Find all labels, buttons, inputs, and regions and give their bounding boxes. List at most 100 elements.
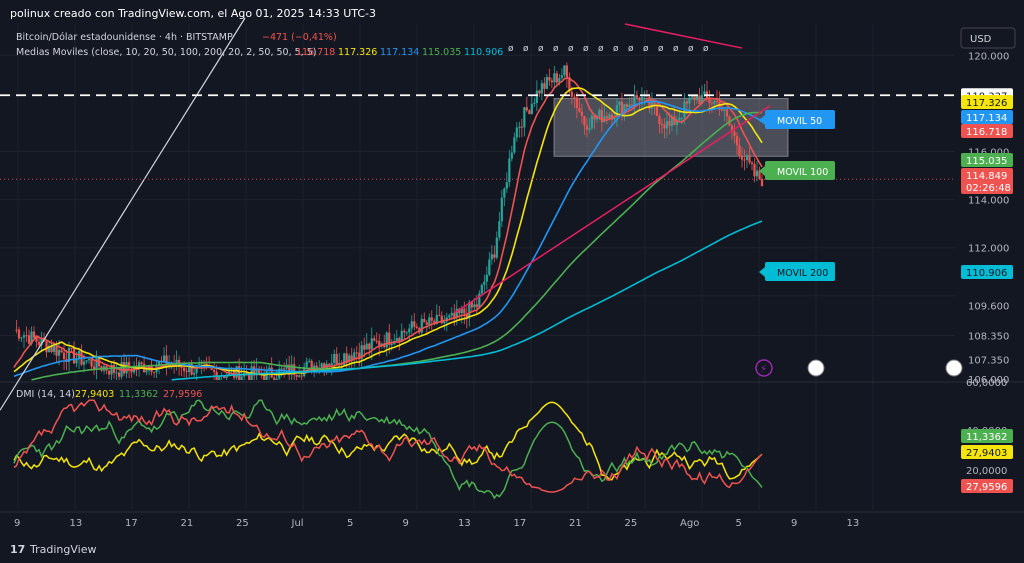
candle-body [95,356,98,370]
dmi-panel: 40,000020,000060,000027,940311,336227,95… [13,378,1013,500]
candle-body [27,335,31,344]
candle-body [22,335,26,338]
dmi-value-label: 11,3362 [966,432,1007,443]
candle-body [680,117,684,119]
price-change: −471 (−0,41%) [262,32,337,43]
annotation-label: MOVIL 100 [777,167,828,178]
candle-body [488,259,491,275]
ma-price-label-bg [961,110,1013,124]
candle-body [308,360,311,362]
symbol-line[interactable]: Bitcoin/Dólar estadounidense · 4h · BITS… [16,32,233,43]
candle-body [525,107,528,111]
candle-body [753,163,756,177]
candle-body [145,370,148,373]
candle-body [435,314,438,324]
candle-body [345,353,348,362]
currency-button[interactable] [960,27,1016,49]
ma-price-label: 116.718 [966,127,1007,138]
candle-body [385,332,388,348]
candle-body [553,73,556,83]
dmi-tick: 20,0000 [966,466,1007,477]
candle-body [305,361,308,367]
candle-body [625,104,629,108]
candle-body [283,368,286,370]
candle-body [298,375,301,377]
candle-body [30,331,33,344]
candle-body [638,97,641,101]
candle-body [425,322,428,325]
ma-line-20 [13,87,763,376]
candle-body [450,312,453,316]
candle-body [675,120,679,125]
us-flag-event-icon-2[interactable] [945,359,963,377]
candle-body [743,159,746,161]
trendline-pink-down [624,23,743,49]
candle-body [545,77,548,89]
candle-body [468,301,471,319]
candle-body [20,337,23,339]
dmi-value-bg [961,479,1013,493]
candle-body [440,315,443,324]
marker-symbol: ø [523,44,529,54]
candle-body [475,304,478,308]
candle-body [117,372,121,377]
candle-body [15,329,18,331]
candle-body [655,106,659,116]
ma-price-label-bg [961,153,1013,167]
ma-value-label: 117.134 [380,47,419,58]
candle-body [478,293,481,308]
candle-body [225,375,228,379]
candle-body [198,363,201,365]
candle-body [473,304,476,308]
trendline-pink-up [454,105,771,314]
candle-body [538,90,541,94]
candle-body [40,337,43,346]
dmi-label[interactable]: DMI (14, 14) [16,389,75,400]
time-tick: 13 [458,518,471,529]
candle-body [640,96,644,101]
candle-body [740,156,744,160]
ma-value-label: 110.906 [464,47,503,58]
candle-body [213,369,216,372]
candle-body [535,90,538,103]
marker-symbol: ø [568,44,574,54]
lightning-icon: ⚡ [760,364,767,375]
candle-body [248,375,251,380]
currency-button-label: USD [970,34,992,45]
candle-body [573,96,576,98]
candle-body [648,96,651,109]
candle-body [690,95,694,98]
candle-body [730,125,734,132]
flash-event-icon[interactable] [755,359,773,377]
candle-body [328,363,331,366]
candle-body [610,114,613,120]
dmi-line-2 [13,399,763,493]
candle-body [533,102,536,104]
candle-body [760,178,764,187]
candle-body [415,326,418,328]
annotation-label: MOVIL 50 [777,116,822,127]
candle-body [338,362,341,365]
candle-body [62,352,66,359]
candle-body [52,345,56,352]
ma-indicator-label[interactable]: Medias Moviles (close, 10, 20, 50, 100, … [16,47,316,58]
marker-symbol: ø [553,44,559,54]
us-flag-event-icon[interactable] [807,359,825,377]
candle-body [748,155,751,163]
moving-averages [13,77,763,381]
candle-body [670,116,674,126]
candle-body [708,97,711,104]
candle-body [295,374,298,377]
candle-body [490,254,493,260]
candle-body [70,347,73,349]
price-axis: 120.000 116.000 114.000 112.000 109.600 108.3… [961,51,1013,386]
candle-body [565,65,568,78]
candle-body [733,131,736,136]
price-tick: 106.000 [968,375,1009,386]
candle-body [233,369,236,378]
candle-body [460,308,463,314]
candle-body [87,359,91,361]
candle-body [555,73,558,83]
dmi-line-0 [13,401,763,481]
candle-body [293,364,296,375]
